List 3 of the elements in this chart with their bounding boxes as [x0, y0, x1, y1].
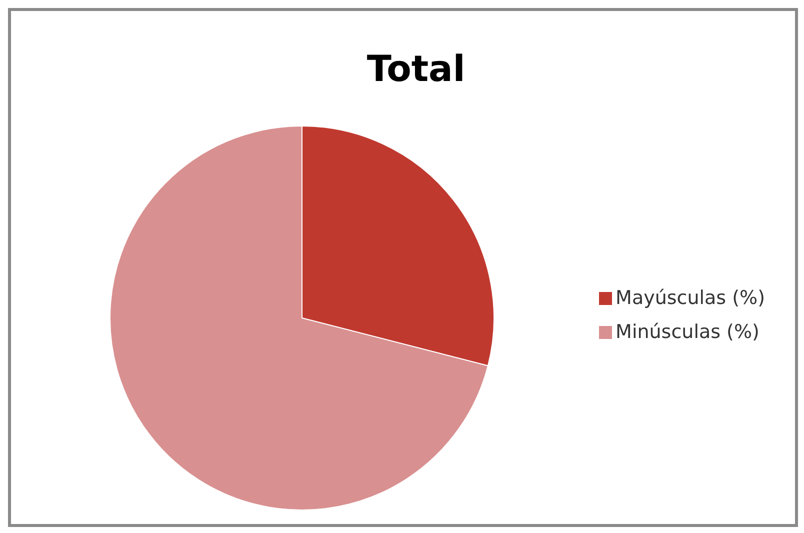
chart-title: Total — [366, 49, 466, 90]
legend-label: Minúsculas (%) — [616, 321, 760, 343]
legend-label: Mayúsculas (%) — [616, 287, 765, 309]
